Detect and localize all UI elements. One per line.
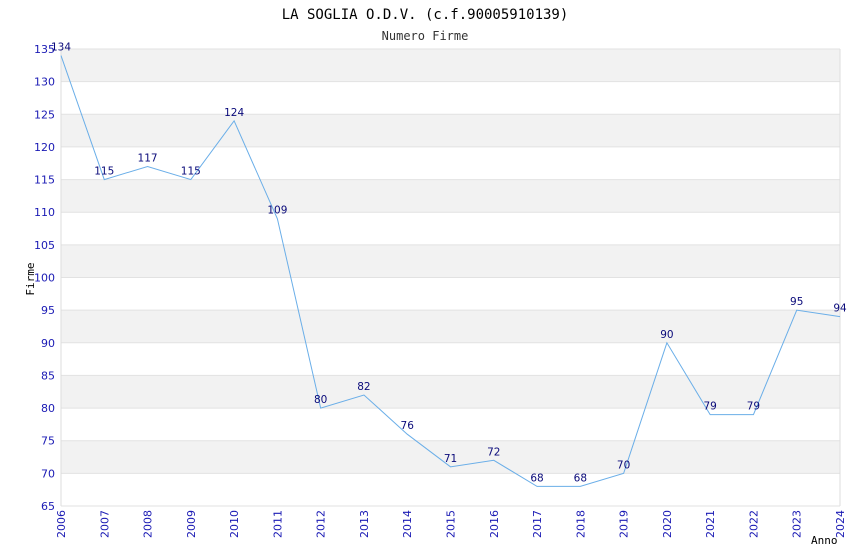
data-label: 70 — [617, 459, 630, 471]
x-tick-label: 2024 — [834, 510, 847, 538]
x-tick-label: 2008 — [142, 510, 155, 538]
x-tick-label: 2015 — [445, 510, 458, 538]
data-label: 68 — [530, 472, 543, 484]
y-axis-ticks: 65 70 75 80 85 90 95 100 105 110 115 120 125 130 135 — [34, 43, 55, 513]
data-label: 115 — [181, 166, 201, 178]
y-tick-label: 80 — [41, 402, 55, 415]
x-tick-label: 2013 — [358, 510, 371, 538]
grid-band — [61, 146, 840, 180]
data-label: 79 — [703, 401, 716, 413]
data-label: 71 — [444, 453, 457, 465]
data-label: 82 — [357, 381, 370, 393]
grid-band — [61, 179, 840, 213]
y-tick-label: 110 — [34, 206, 55, 219]
y-tick-label: 135 — [34, 43, 55, 56]
chart-title: LA SOGLIA O.D.V. (c.f.90005910139) — [282, 7, 569, 23]
y-tick-label: 90 — [41, 337, 55, 350]
y-tick-label: 70 — [41, 467, 55, 480]
grid-band — [61, 408, 840, 441]
data-label: 79 — [747, 401, 760, 413]
grid-band — [61, 114, 840, 147]
data-label: 76 — [401, 420, 415, 432]
grid-band — [61, 212, 840, 245]
data-label: 117 — [138, 153, 158, 165]
x-tick-label: 2023 — [791, 510, 804, 538]
x-axis-ticks: 2006 2007 2008 2009 2010 2011 2012 2013 2014 2015… — [55, 510, 847, 538]
x-tick-label: 2011 — [271, 510, 284, 538]
grid-band — [61, 473, 840, 506]
x-tick-label: 2020 — [661, 510, 674, 538]
grid-bands — [61, 49, 840, 506]
x-tick-label: 2018 — [574, 510, 587, 538]
x-tick-label: 2007 — [98, 510, 111, 538]
x-tick-label: 2016 — [488, 510, 501, 538]
y-tick-label: 100 — [34, 272, 55, 285]
data-label: 90 — [660, 329, 673, 341]
grid-band — [61, 375, 840, 409]
x-tick-label: 2009 — [185, 510, 198, 538]
y-tick-label: 115 — [34, 174, 55, 187]
data-label: 115 — [94, 166, 114, 178]
data-label: 80 — [314, 394, 327, 406]
x-tick-label: 2022 — [747, 510, 760, 538]
data-label: 134 — [51, 42, 71, 54]
grid-band — [61, 244, 840, 278]
data-label: 72 — [487, 446, 500, 458]
data-label: 109 — [267, 205, 287, 217]
grid-band — [61, 310, 840, 343]
y-axis-label: Firme — [24, 262, 37, 295]
grid-band — [61, 440, 840, 474]
x-tick-label: 2010 — [228, 510, 241, 538]
data-label: 94 — [833, 303, 847, 315]
y-tick-label: 65 — [41, 500, 55, 513]
x-axis-label: Anno — [811, 534, 838, 547]
series-line — [60, 55, 841, 487]
y-tick-label: 95 — [41, 304, 55, 317]
y-tick-label: 75 — [41, 435, 55, 448]
data-label: 68 — [574, 472, 587, 484]
grid-band — [61, 49, 840, 82]
x-tick-label: 2006 — [55, 510, 68, 538]
y-tick-label: 85 — [41, 369, 55, 382]
y-tick-label: 125 — [34, 108, 55, 121]
grid-band — [61, 342, 840, 376]
data-label: 95 — [790, 296, 803, 308]
x-tick-label: 2017 — [531, 510, 544, 538]
data-label: 124 — [224, 107, 244, 119]
y-tick-label: 130 — [34, 76, 55, 89]
grid-band — [61, 81, 840, 115]
x-tick-label: 2019 — [618, 510, 631, 538]
y-tick-label: 120 — [34, 141, 55, 154]
y-tick-label: 105 — [34, 239, 55, 252]
x-tick-label: 2021 — [704, 510, 717, 538]
grid-band — [61, 277, 840, 311]
x-tick-label: 2014 — [401, 510, 414, 538]
x-tick-label: 2012 — [315, 510, 328, 538]
chart-subtitle: Numero Firme — [382, 29, 469, 43]
data-labels: 134 115 117 115 124 109 80 82 76 71 72 68 68 70 90 79 79… — [51, 42, 847, 485]
